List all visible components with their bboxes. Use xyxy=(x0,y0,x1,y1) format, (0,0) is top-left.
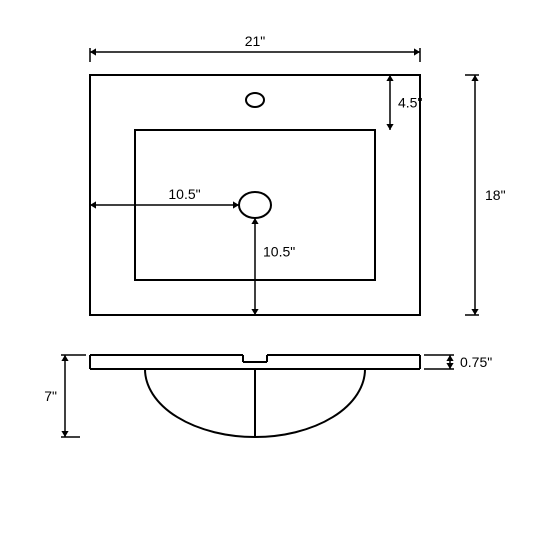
dim-drain-x: 10.5" xyxy=(168,186,200,202)
drain-hole xyxy=(239,192,271,218)
dim-faucet-offset: 4.5" xyxy=(398,95,422,111)
dim-drain-y: 10.5" xyxy=(263,244,295,260)
faucet-hole xyxy=(246,93,264,107)
dim-thickness: 0.75" xyxy=(460,354,492,370)
dim-height: 18" xyxy=(485,187,506,203)
dim-depth: 7" xyxy=(44,388,57,404)
diagram-container: 21" 18" 4.5" 10.5" 10.5" 0.75" 7" xyxy=(0,0,550,550)
technical-drawing: 21" 18" 4.5" 10.5" 10.5" 0.75" 7" xyxy=(0,0,550,550)
dim-width: 21" xyxy=(245,33,266,49)
